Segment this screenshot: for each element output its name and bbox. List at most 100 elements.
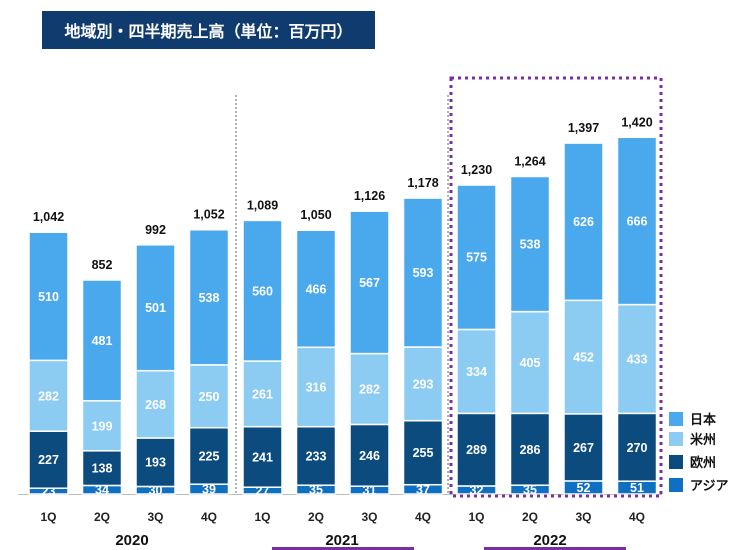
chart-title: 地域別・四半期売上高（単位：百万円） <box>42 11 375 49</box>
bar-value-label: 575 <box>466 251 487 265</box>
bar-value-label: 37 <box>416 483 430 497</box>
bar-value-label: 282 <box>38 389 59 403</box>
bar-value-label: 267 <box>573 441 594 455</box>
bar-segment <box>563 142 604 302</box>
bar-value-label: 32 <box>470 483 484 497</box>
x-tick-label: 3Q <box>147 510 163 524</box>
bar-segment <box>242 219 283 362</box>
bar-value-label: 466 <box>306 282 327 296</box>
bar-value-label: 282 <box>359 382 380 396</box>
x-tick-label: 2Q <box>94 510 110 524</box>
bar-total-label: 1,126 <box>354 189 385 203</box>
bar-value-label: 138 <box>92 462 113 476</box>
bar-segment <box>295 346 337 428</box>
bar-segment <box>349 210 390 355</box>
bar-segment <box>28 231 69 362</box>
bar-value-label: 567 <box>359 276 380 290</box>
bar-value-label: 255 <box>413 446 434 460</box>
bar-segment <box>349 352 390 426</box>
bar-value-label: 199 <box>92 419 113 433</box>
bar-segment <box>509 175 551 313</box>
bar-value-label: 538 <box>520 238 541 252</box>
x-tick-label: 1Q <box>468 510 484 524</box>
bar-value-label: 34 <box>95 483 109 497</box>
bar-value-label: 241 <box>252 450 273 464</box>
legend-swatch <box>669 455 683 469</box>
bar-segment <box>295 425 337 486</box>
bar-total-label: 992 <box>145 223 166 237</box>
bar-value-label: 268 <box>145 398 166 412</box>
bar-value-label: 666 <box>627 214 648 228</box>
legend-swatch <box>669 412 683 426</box>
bar-segment <box>81 400 123 452</box>
bar-segment <box>81 450 123 487</box>
bar-segment <box>456 412 497 487</box>
year-accent-bar <box>272 547 414 550</box>
bar-value-label: 31 <box>363 484 377 498</box>
bar-segment <box>135 244 176 372</box>
bar-segment <box>242 360 283 428</box>
bar-value-label: 261 <box>252 387 273 401</box>
bar-segment <box>295 229 337 349</box>
bar-value-label: 225 <box>199 449 220 463</box>
x-tick-label: 4Q <box>629 510 645 524</box>
bar-segment <box>242 425 283 488</box>
bar-total-label: 1,050 <box>300 208 331 222</box>
bar-segment <box>563 299 604 415</box>
bar-value-label: 193 <box>145 456 166 470</box>
bar-segment <box>509 412 551 486</box>
bar-segment <box>188 228 230 366</box>
bar-segment <box>616 412 658 482</box>
bar-value-label: 560 <box>252 284 273 298</box>
bar-value-label: 626 <box>573 215 594 229</box>
x-tick-label: 2Q <box>522 510 538 524</box>
x-tick-label: 4Q <box>415 510 431 524</box>
bar-value-label: 51 <box>630 481 644 495</box>
year-label: 2021 <box>325 532 358 549</box>
bar-total-label: 1,178 <box>407 176 438 190</box>
bar-segment <box>135 437 176 488</box>
bar-value-label: 481 <box>92 334 113 348</box>
bar-value-label: 293 <box>413 377 434 391</box>
bar-value-label: 30 <box>149 484 163 498</box>
bar-value-label: 39 <box>202 483 216 497</box>
bar-total-label: 1,420 <box>621 115 652 129</box>
x-tick-label: 3Q <box>361 510 377 524</box>
bar-segment <box>349 423 390 487</box>
bar-value-label: 227 <box>38 453 59 467</box>
legend-label: アジア <box>690 479 728 494</box>
bar-total-label: 852 <box>92 258 113 272</box>
bar-segment <box>456 184 497 331</box>
bar-value-label: 501 <box>145 301 166 315</box>
bar-segment <box>188 364 230 429</box>
bar-value-label: 334 <box>466 365 487 379</box>
bar-total-label: 1,264 <box>514 154 545 168</box>
bar-value-label: 286 <box>520 443 541 457</box>
bar-value-label: 233 <box>306 449 327 463</box>
bar-total-label: 1,397 <box>568 121 599 135</box>
legend-label: 米州 <box>690 432 716 448</box>
bar-value-label: 52 <box>577 481 591 495</box>
bar-value-label: 405 <box>520 356 541 370</box>
bar-total-label: 1,230 <box>461 163 492 177</box>
bar-value-label: 433 <box>627 352 648 366</box>
highlight-2022-box <box>449 76 663 498</box>
bar-value-label: 270 <box>627 441 648 455</box>
bar-total-label: 1,089 <box>247 198 278 212</box>
bar-value-label: 250 <box>199 390 220 404</box>
bar-segment <box>509 310 551 415</box>
legend-swatch <box>669 432 683 446</box>
legend-swatch <box>669 478 683 492</box>
bar-segment <box>402 346 444 422</box>
bar-value-label: 452 <box>573 351 594 365</box>
bar-segment <box>402 419 444 486</box>
bar-value-label: 35 <box>523 483 537 497</box>
x-tick-label: 4Q <box>201 510 217 524</box>
bar-total-label: 1,042 <box>33 210 64 224</box>
bar-value-label: 593 <box>413 266 434 280</box>
year-accent-bar <box>484 547 626 550</box>
bar-segment <box>188 426 230 485</box>
bar-segment <box>81 279 123 402</box>
bar-total-label: 1,052 <box>193 208 224 222</box>
